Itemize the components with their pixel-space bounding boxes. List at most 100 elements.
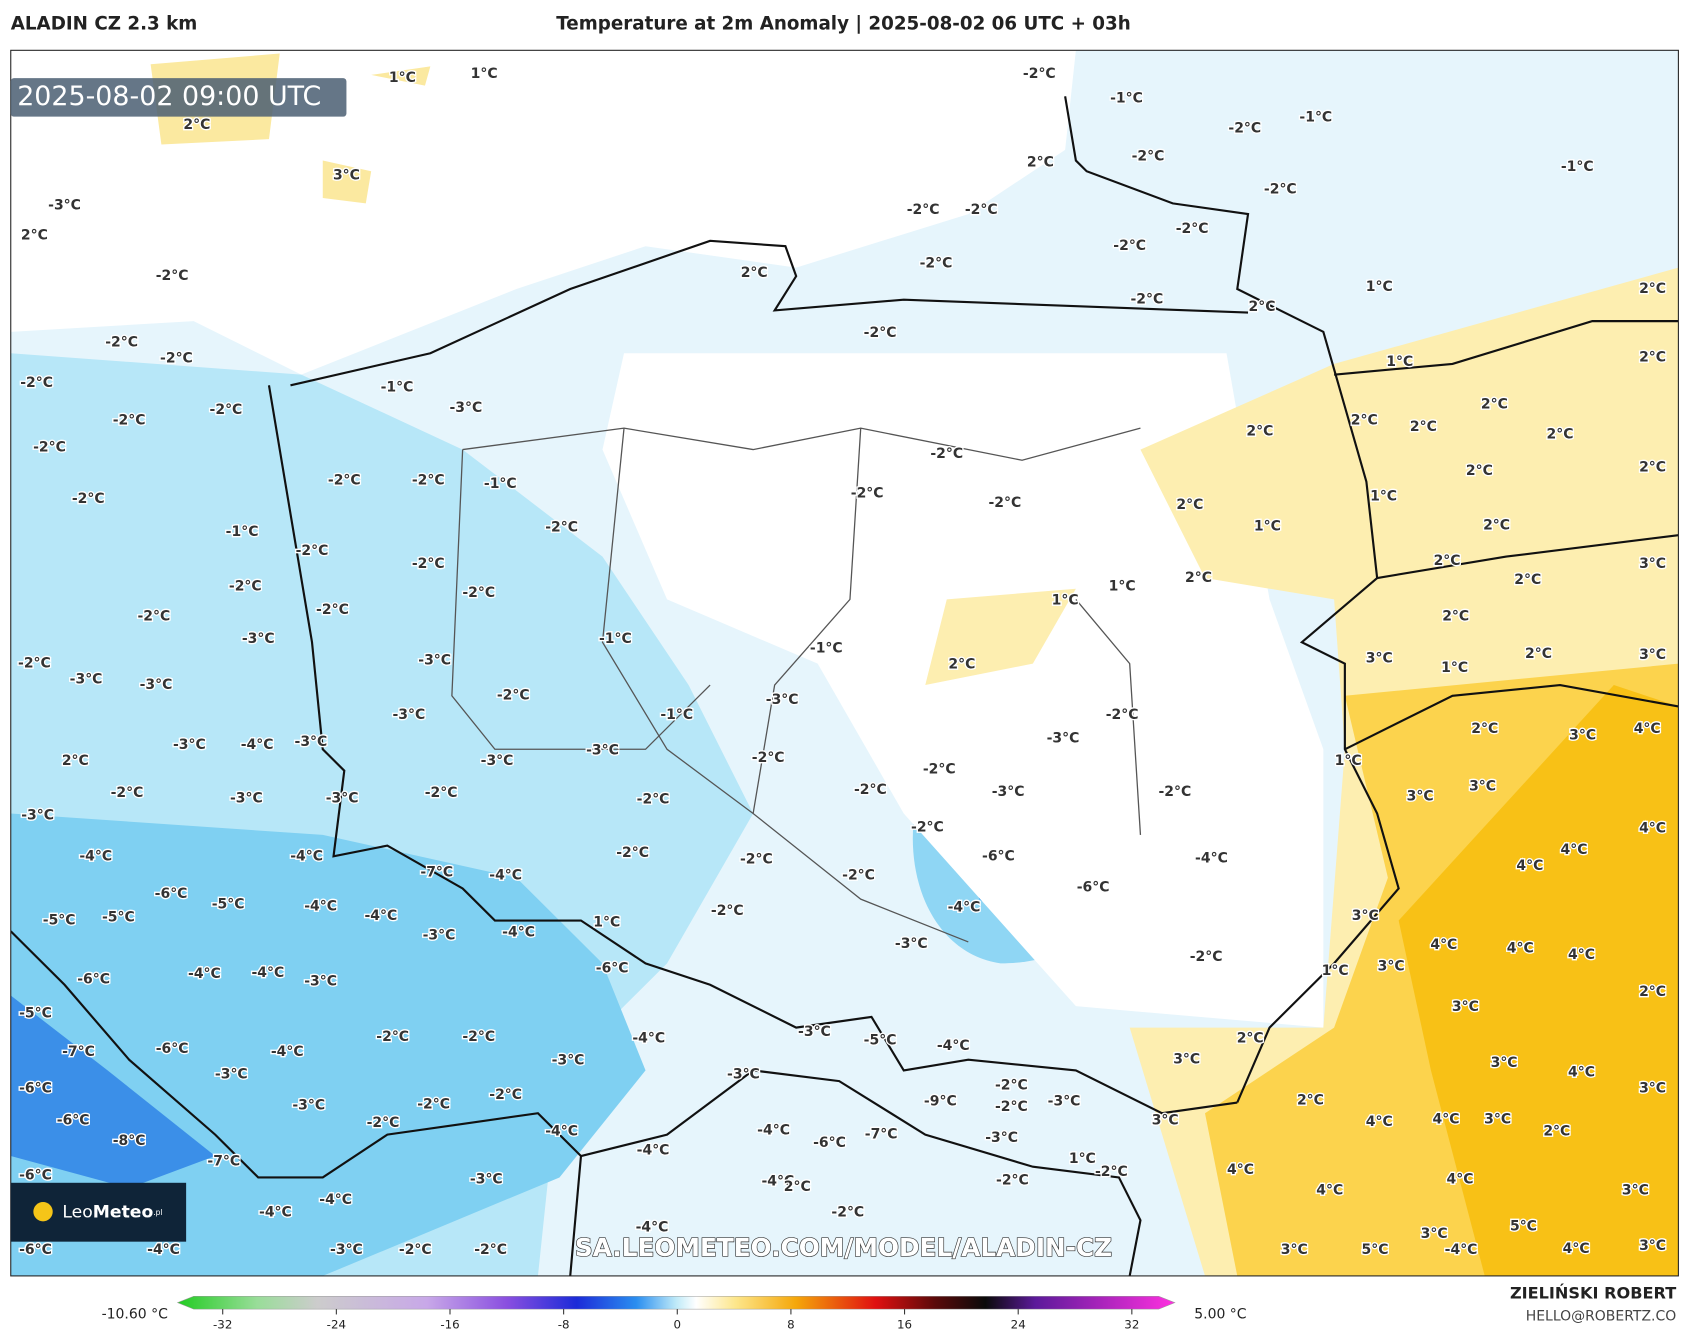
temperature-label: -2°C: [1190, 949, 1223, 965]
temperature-label: -3°C: [48, 198, 81, 214]
temperature-label: 4°C: [1516, 858, 1543, 874]
map-labels: 1°C 1°C 2°C 3°C -3°C 2°C -2°C -2°C -2°C -2°C -1°C -…: [17, 65, 1668, 1260]
temperature-label: -3°C: [992, 784, 1025, 800]
temperature-label: 2°C: [1185, 570, 1212, 586]
temperature-label: 4°C: [1563, 1241, 1590, 1257]
temperature-label: -2°C: [711, 903, 744, 919]
temperature-label: -3°C: [295, 734, 328, 750]
temperature-label: -2°C: [296, 543, 329, 559]
temperature-label: 3°C: [1491, 1055, 1518, 1071]
temperature-label: -4°C: [304, 899, 337, 915]
temperature-label: -4°C: [1445, 1242, 1478, 1258]
temperature-label: 3°C: [1639, 556, 1666, 572]
temperature-label: 2°C: [1639, 281, 1666, 297]
temperature-label: -7°C: [865, 1127, 898, 1143]
temperature-label: -2°C: [965, 202, 998, 218]
temperature-label: -2°C: [1264, 181, 1297, 197]
logo-suffix: .pl: [153, 1208, 162, 1217]
temperature-label: -3°C: [21, 808, 54, 824]
temperature-label: 3°C: [333, 168, 360, 184]
temperature-label: 2°C: [1639, 350, 1666, 366]
temperature-label: 1°C: [471, 66, 498, 82]
temperature-label: -2°C: [113, 413, 146, 429]
temperature-label: 3°C: [1281, 1242, 1308, 1258]
temperature-label: -2°C: [1095, 1164, 1128, 1180]
colorbar-tick-label: -32: [213, 1318, 232, 1332]
temperature-label: -5°C: [864, 1032, 897, 1048]
temperature-label: -1°C: [484, 476, 517, 492]
temperature-label: -9°C: [924, 1093, 957, 1109]
temperature-label: -2°C: [930, 446, 963, 462]
temperature-label: 3°C: [1639, 1238, 1666, 1254]
temperature-label: -6°C: [982, 848, 1015, 864]
temperature-label: 4°C: [1634, 721, 1661, 737]
temperature-label: -3°C: [326, 791, 359, 807]
border: [1064, 96, 1400, 1103]
temperature-label: -2°C: [376, 1029, 409, 1045]
temperature-label: -2°C: [1158, 784, 1191, 800]
temperature-label: -2°C: [137, 609, 170, 625]
temperature-label: 2°C: [741, 265, 768, 281]
temperature-label: -2°C: [920, 255, 953, 271]
temperature-label: 1°C: [1370, 489, 1397, 505]
temperature-label: -4°C: [761, 1174, 794, 1190]
temperature-label: 3°C: [1569, 727, 1596, 743]
temperature-label: 3°C: [1469, 779, 1496, 795]
temperature-label: 4°C: [1561, 842, 1588, 858]
temperature-label: -2°C: [489, 1087, 522, 1103]
temperature-label: -2°C: [851, 485, 884, 501]
temperature-label: 4°C: [1568, 1065, 1595, 1081]
temperature-label: -3°C: [330, 1242, 363, 1258]
temperature-label: -3°C: [552, 1053, 585, 1069]
temperature-label: -3°C: [418, 652, 451, 668]
temperature-label: -5°C: [102, 909, 135, 925]
temperature-label: -3°C: [423, 928, 456, 944]
temperature-label: 2°C: [1639, 984, 1666, 1000]
temperature-label: 3°C: [1152, 1113, 1179, 1129]
temperature-label: 1°C: [389, 70, 416, 86]
temperature-label: -1°C: [599, 631, 632, 647]
temperature-label: 2°C: [1543, 1123, 1570, 1139]
sea: [10, 50, 1076, 375]
temperature-label: 2°C: [948, 657, 975, 673]
temperature-label: 5°C: [1362, 1242, 1389, 1258]
temperature-label: -4°C: [290, 848, 323, 864]
temperature-label: 4°C: [1433, 1112, 1460, 1128]
colorbar-min: -10.60 °C: [102, 1306, 168, 1322]
temperature-label: -3°C: [586, 742, 619, 758]
temperature-label: -2°C: [1228, 120, 1261, 136]
temperature-label: 3°C: [1639, 647, 1666, 663]
temperature-label: -2°C: [616, 845, 649, 861]
temperature-label: -3°C: [470, 1172, 503, 1188]
temperature-label: 2°C: [1351, 413, 1378, 429]
temperature-label: 2°C: [1176, 497, 1203, 513]
temperature-label: 2°C: [1471, 721, 1498, 737]
temperature-label: -3°C: [215, 1067, 248, 1083]
colorbar-tick-label: 24: [1011, 1318, 1026, 1332]
temperature-label: -3°C: [304, 974, 337, 990]
temperature-label: 2°C: [1639, 460, 1666, 476]
temperature-label: 5°C: [1510, 1219, 1537, 1235]
colorbar-tick-label: 32: [1124, 1318, 1139, 1332]
temperature-label: 3°C: [1173, 1052, 1200, 1068]
temperature-label: -2°C: [911, 819, 944, 835]
temperature-label: -2°C: [156, 268, 189, 284]
temperature-label: 3°C: [1378, 959, 1405, 975]
temperature-label: 2°C: [1246, 423, 1273, 439]
temperature-label: 2°C: [1027, 155, 1054, 171]
temperature-label: -4°C: [364, 908, 397, 924]
temperature-label: -3°C: [481, 753, 514, 769]
temperature-label: 2°C: [1434, 553, 1461, 569]
temperature-label: 2°C: [1525, 646, 1552, 662]
temperature-label: 2°C: [1483, 518, 1510, 534]
colorbar-tick-label: -24: [327, 1318, 346, 1332]
colorbar-max: 5.00 °C: [1194, 1306, 1246, 1322]
temperature-label: 1°C: [1441, 660, 1468, 676]
temperature-label: 3°C: [1622, 1182, 1649, 1198]
temperature-label: -1°C: [381, 380, 414, 396]
temperature-label: 4°C: [1446, 1172, 1473, 1188]
temperature-label: -2°C: [497, 688, 530, 704]
colorbar-tick-label: -16: [440, 1318, 459, 1332]
temperature-label: -3°C: [230, 791, 263, 807]
temperature-label: -2°C: [18, 656, 51, 672]
